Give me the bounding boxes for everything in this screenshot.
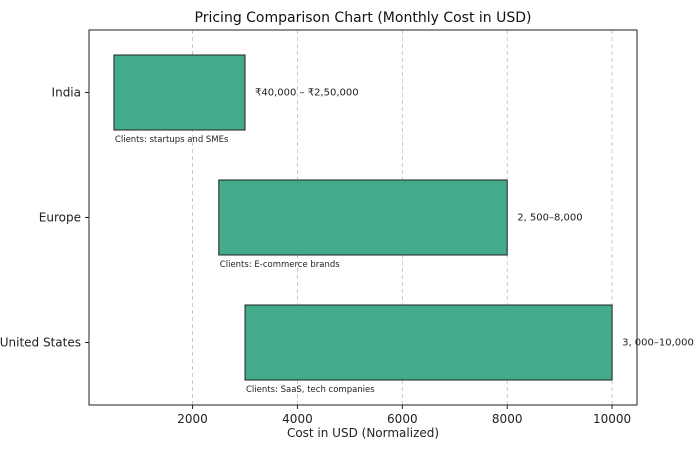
client-label: Clients: startups and SMEs (115, 135, 229, 145)
x-tick-label: 6000 (387, 412, 418, 426)
range-label: ₹40,000 – ₹2,50,000 (255, 88, 359, 99)
bar-india (113, 54, 246, 131)
client-label: Clients: E-commerce brands (220, 260, 340, 270)
x-tick-label: 10000 (593, 412, 631, 426)
y-tick-label: United States (0, 336, 81, 350)
chart-title: Pricing Comparison Chart (Monthly Cost i… (195, 10, 532, 26)
y-tick-label: Europe (39, 211, 81, 225)
x-tick-label: 8000 (492, 412, 523, 426)
client-label: Clients: SaaS, tech companies (246, 385, 375, 395)
bar-united-states (244, 304, 613, 381)
y-tick-label: India (52, 86, 81, 100)
x-axis-label: Cost in USD (Normalized) (287, 426, 439, 440)
x-tick-label: 4000 (282, 412, 313, 426)
bar-europe (218, 179, 508, 256)
x-tick-label: 2000 (177, 412, 208, 426)
range-label: 2, 500–8,000 (517, 213, 582, 224)
range-label: 3, 000–10,000 (622, 338, 694, 349)
